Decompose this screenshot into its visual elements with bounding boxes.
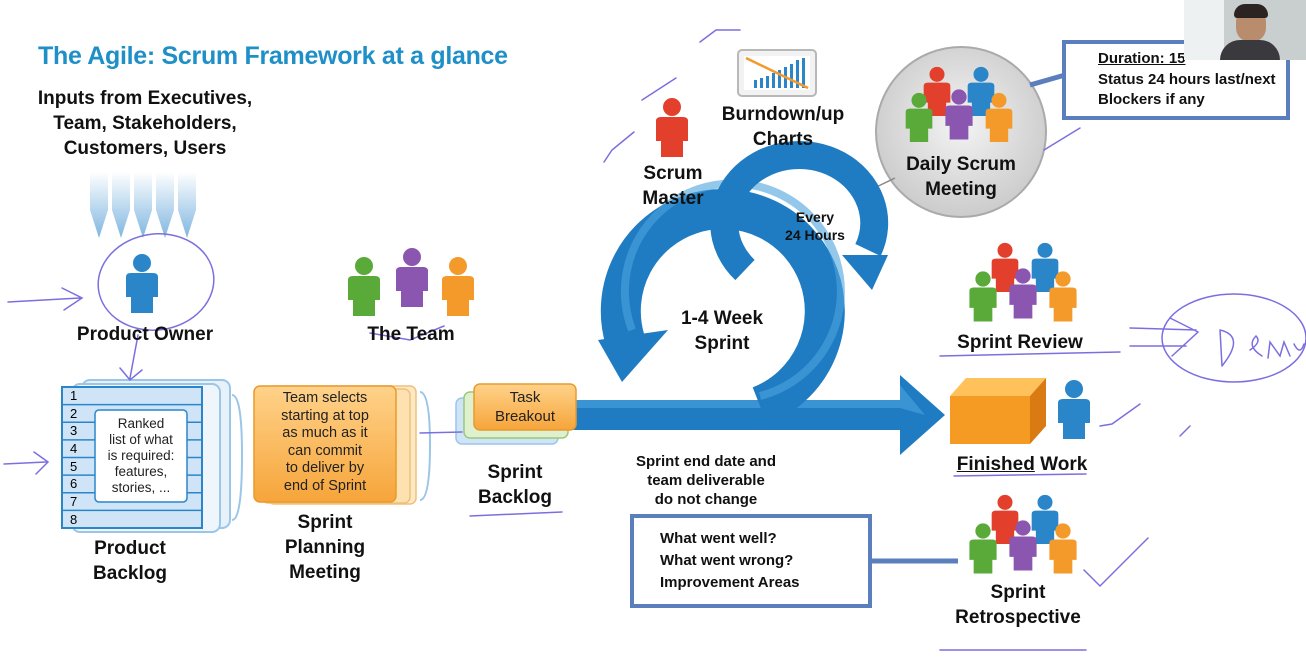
scrum-master-label: Scrum Master [642,163,704,209]
daily-cycle-arrow [710,141,889,290]
team-label: The Team [367,324,455,345]
product-owner-label: Product Owner [76,324,214,345]
handwritten-annotations [3,29,1306,651]
retrospective-people-icon [969,494,1077,574]
team-people-icon [348,248,474,316]
sprint-planning-note-stack [253,385,417,505]
finished-work-label: Finished Work [956,454,1088,475]
sprint-cycle-arrow [598,179,845,425]
inputs-arrows [90,172,196,238]
sprint-backlog-label: Sprint Backlog [478,462,552,508]
product-backlog-stack [61,379,231,533]
every-24-hours-label: Every 24 Hours [785,209,845,243]
task-breakout-text: Task Breakout [494,389,556,425]
burndown-chart-icon [737,49,817,97]
page-title: The Agile: Scrum Framework at a glance [38,42,508,70]
task-breakout-stack [455,383,577,445]
planning-note-text: Team selects starting at top as much as … [281,390,369,494]
retrospective-questions-box: What went well? What went wrong? Improve… [630,514,872,608]
sprint-end-note: Sprint end date and team deliverable do … [635,453,776,508]
sprint-review-people-icon [969,242,1077,322]
sprint-review-label: Sprint Review [957,332,1083,353]
burndown-label: Burndown/up Charts [721,104,845,150]
webcam-video-overlay [1184,0,1306,60]
backlog-note-text: Ranked list of what is required: feature… [107,416,175,495]
finished-work-box-icon [950,378,1046,444]
daily-scrum-label: Daily Scrum Meeting [906,154,1016,200]
inputs-label: Inputs from Executives, Team, Stakeholde… [37,88,253,159]
sprint-duration-label: 1-4 Week Sprint [680,308,764,354]
sprint-planning-label: Sprint Planning Meeting [284,512,366,583]
sprint-flow-arrow [555,375,945,455]
scrum-master-person-icon [656,98,688,157]
daily-note-connector [1029,72,1066,88]
finished-work-person-icon [1058,380,1090,439]
product-owner-person-icon [126,254,158,313]
sprint-retrospective-label: Sprint Retrospective [955,582,1081,628]
product-backlog-label: Product Backlog [93,538,167,584]
daily-scrum-notes-box: Duration: 15 Status 24 hours last/next B… [1062,40,1290,120]
